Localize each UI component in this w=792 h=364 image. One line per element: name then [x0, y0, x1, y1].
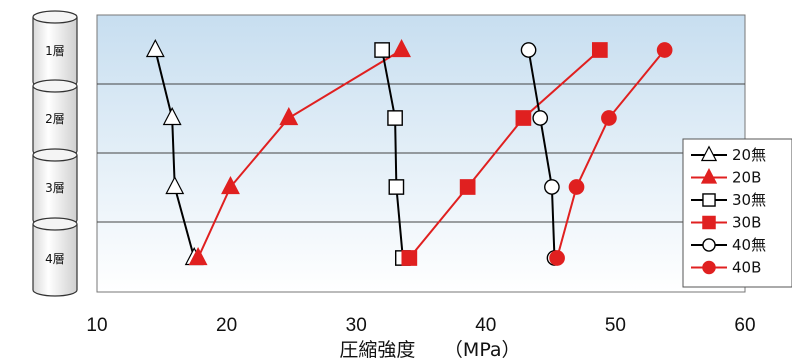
legend-label: 40無 — [732, 236, 766, 254]
data-point — [459, 179, 476, 195]
x-tick-label: 40 — [475, 315, 496, 336]
legend-label: 30無 — [732, 191, 766, 209]
series-line — [527, 49, 556, 259]
data-point — [221, 175, 240, 195]
data-point — [702, 260, 716, 275]
layer-cylinder: 2層 — [32, 79, 78, 158]
data-point — [188, 246, 208, 266]
series-line — [381, 49, 404, 259]
data-point — [401, 250, 418, 266]
data-point — [392, 38, 411, 58]
data-point — [702, 193, 716, 207]
data-point — [702, 215, 716, 230]
legend-item: 20無 — [691, 145, 766, 164]
layer-cylinder: 1層 — [32, 10, 78, 89]
legend-label: 30B — [732, 214, 761, 232]
data-point — [387, 110, 403, 126]
x-axis-title: 圧縮強度 （MPa） — [339, 339, 520, 361]
x-tick-labels: 10 20 30 40 50 60 — [86, 315, 755, 336]
legend-item: 30B — [691, 214, 761, 232]
legend-box — [682, 138, 792, 288]
x-tick-label: 20 — [216, 315, 237, 336]
data-point — [162, 106, 182, 126]
series-line — [154, 49, 196, 259]
series-line — [556, 49, 666, 259]
data-point — [279, 106, 299, 126]
data-point — [591, 42, 608, 58]
data-point — [165, 175, 185, 195]
layer-cylinder: 3層 — [32, 148, 78, 227]
data-point — [520, 42, 537, 58]
series-20B — [188, 38, 411, 266]
data-point — [544, 179, 560, 195]
layer-label: 1層 — [45, 44, 65, 58]
data-point — [656, 42, 673, 58]
legend-label: 20B — [732, 169, 761, 187]
legend-item: 20B — [691, 167, 761, 187]
legend-label: 20無 — [732, 146, 766, 164]
data-point — [702, 238, 716, 252]
layer-label: 2層 — [45, 112, 65, 126]
data-point — [700, 145, 718, 162]
x-tick-label: 10 — [86, 315, 107, 336]
series-group — [145, 38, 673, 266]
data-point — [532, 110, 549, 126]
series-30B — [401, 42, 608, 266]
data-point — [374, 42, 390, 58]
x-tick-label: 50 — [605, 315, 626, 336]
series-line — [408, 49, 601, 259]
series-40B — [549, 42, 673, 266]
series-40無 — [520, 42, 563, 266]
data-point — [568, 179, 585, 195]
legend-item: 40無 — [691, 236, 766, 254]
layer-label: 4層 — [45, 252, 65, 266]
data-point — [601, 110, 617, 126]
layer-label: 3層 — [45, 181, 65, 195]
series-line — [197, 49, 403, 259]
x-tick-label: 60 — [734, 315, 755, 336]
legend-item: 40B — [691, 259, 761, 277]
layer-cylinder: 4層 — [32, 217, 78, 297]
layer-stack: 1層 2層 3層 4層 — [32, 10, 78, 297]
legend: 20無 20B 30無 30B 40無 40B — [682, 138, 792, 288]
series-20無 — [145, 38, 204, 266]
legend-label: 40B — [732, 259, 761, 277]
legend-item: 30無 — [691, 191, 766, 209]
data-point — [145, 38, 165, 58]
data-point — [515, 110, 532, 126]
x-tick-label: 30 — [346, 315, 367, 336]
data-point — [700, 167, 718, 184]
data-point — [549, 250, 565, 266]
data-point — [388, 179, 405, 195]
